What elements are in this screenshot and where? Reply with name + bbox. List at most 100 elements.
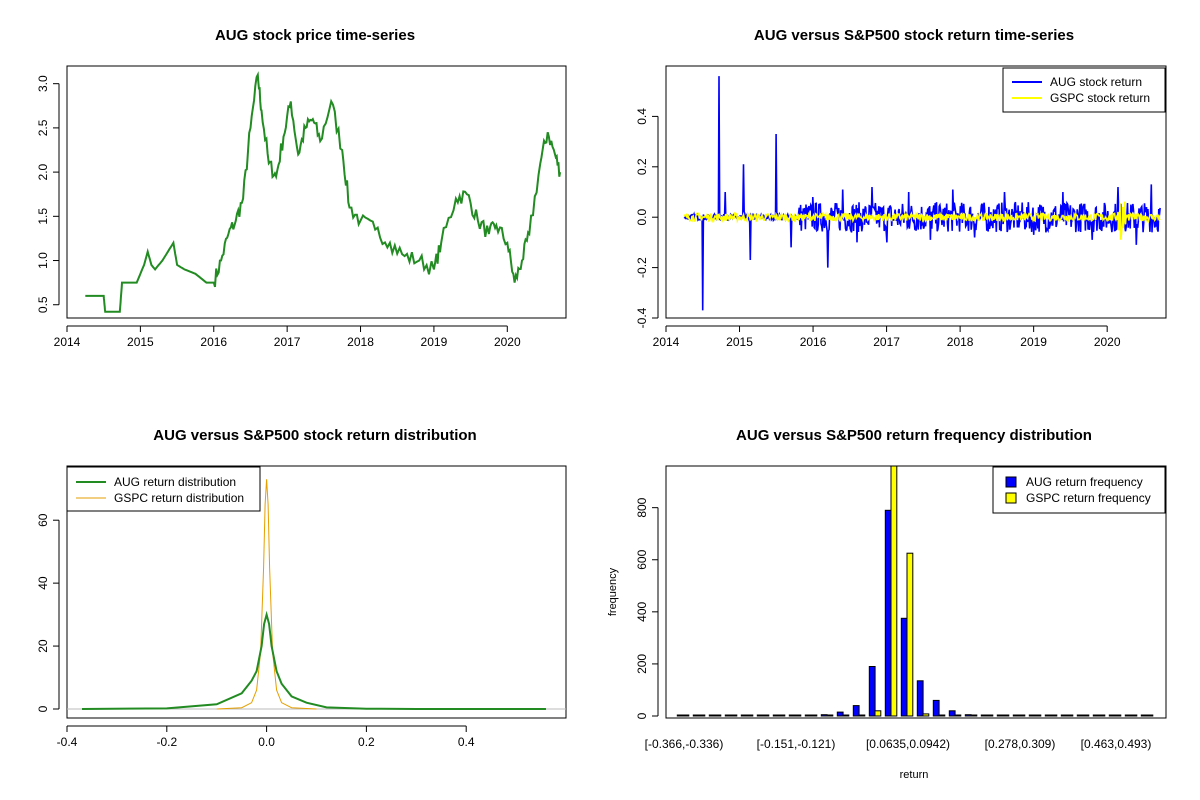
gspc-bar bbox=[698, 714, 706, 717]
y-tick-label: -0.4 bbox=[635, 307, 649, 328]
y-axis: 0.5 1.0 1.5 2.0 2.5 3.0 bbox=[36, 75, 60, 313]
y-tick-label: 3.0 bbox=[36, 75, 50, 92]
aug-bar bbox=[1044, 714, 1052, 717]
y-tick-label: 40 bbox=[36, 576, 50, 590]
plot-frame bbox=[66, 65, 567, 319]
y-tick-label: -0.2 bbox=[635, 257, 649, 278]
gspc-bar bbox=[874, 710, 882, 717]
x-tick-label: 2014 bbox=[54, 335, 81, 349]
aug-bar bbox=[1108, 714, 1116, 717]
aug-bar bbox=[964, 714, 972, 717]
y-tick-label: 0 bbox=[635, 712, 649, 719]
legend-label: GSPC return distribution bbox=[114, 491, 244, 505]
y-tick-label: 800 bbox=[635, 497, 649, 517]
gspc-bar bbox=[970, 714, 978, 717]
aug-bar bbox=[740, 714, 748, 717]
x-tick-label: -0.2 bbox=[156, 735, 177, 749]
plot-frame bbox=[665, 65, 1167, 319]
y-tick-label: 0 bbox=[36, 705, 50, 712]
y-tick-label: 2.5 bbox=[36, 119, 50, 136]
aug-bar bbox=[1060, 714, 1068, 717]
gspc-bar bbox=[986, 714, 994, 717]
aug-bar bbox=[916, 680, 924, 717]
aug-bar bbox=[884, 509, 892, 717]
aug-bar bbox=[788, 714, 796, 717]
x-tick-label: 2016 bbox=[800, 335, 827, 349]
gspc-bar bbox=[1130, 714, 1138, 717]
legend-box bbox=[1002, 67, 1166, 113]
gspc-bar bbox=[1018, 714, 1026, 717]
gspc-bar bbox=[1050, 714, 1058, 717]
chart-title: AUG versus S&P500 stock return distribut… bbox=[153, 427, 476, 444]
legend-swatch-aug bbox=[1005, 476, 1017, 488]
y-tick-label: 1.0 bbox=[36, 252, 50, 269]
legend-label: GSPC return frequency bbox=[1026, 491, 1151, 505]
y-tick-label: 400 bbox=[635, 602, 649, 622]
legend: AUG stock return GSPC stock return bbox=[1002, 67, 1166, 113]
x-tick-label: [0.463,0.493) bbox=[1081, 737, 1152, 751]
gspc-bar bbox=[1002, 714, 1010, 717]
aug-bar bbox=[724, 714, 732, 717]
y-axis: 0 20 40 60 bbox=[36, 513, 60, 712]
aug-bar bbox=[1028, 714, 1036, 717]
y-axis-title: frequency bbox=[607, 567, 619, 616]
x-tick-label: [-0.151,-0.121) bbox=[757, 737, 836, 751]
plot-frame bbox=[66, 465, 567, 719]
aug-bar bbox=[676, 714, 684, 717]
gspc-bar bbox=[714, 714, 722, 717]
panel-return-timeseries: AUG versus S&P500 stock return time-seri… bbox=[635, 27, 1167, 349]
x-axis: 2014 2015 2016 2017 2018 2019 2020 bbox=[54, 325, 521, 349]
x-tick-label: 2019 bbox=[421, 335, 448, 349]
x-tick-label: [0.0635,0.0942) bbox=[866, 737, 950, 751]
panel-price-timeseries: AUG stock price time-series 2014 2015 2016… bbox=[36, 27, 567, 349]
aug-density-line bbox=[81, 610, 546, 710]
gspc-bar bbox=[810, 714, 818, 717]
gspc-bar bbox=[826, 714, 834, 717]
gspc-bar bbox=[1146, 714, 1154, 717]
legend-label: AUG return frequency bbox=[1026, 475, 1143, 489]
gspc-bar bbox=[794, 714, 802, 717]
x-tick-label: 2017 bbox=[274, 335, 301, 349]
aug-bar bbox=[1124, 714, 1132, 717]
aug-bar bbox=[1012, 714, 1020, 717]
chart-title: AUG versus S&P500 stock return time-seri… bbox=[754, 27, 1074, 44]
panel-return-density: AUG versus S&P500 stock return distribut… bbox=[36, 427, 567, 749]
chart-title: AUG versus S&P500 return frequency distr… bbox=[736, 427, 1092, 444]
gspc-bar bbox=[730, 714, 738, 717]
gspc-density-line bbox=[216, 479, 317, 710]
x-tick-label: -0.4 bbox=[57, 735, 78, 749]
x-tick-label: 2019 bbox=[1020, 335, 1047, 349]
y-tick-label: 2.0 bbox=[36, 163, 50, 180]
x-axis-title: return bbox=[900, 769, 929, 781]
y-tick-label: 60 bbox=[36, 513, 50, 527]
y-tick-label: 0.0 bbox=[635, 209, 649, 226]
gspc-bar bbox=[762, 714, 770, 717]
x-tick-label: [0.278,0.309) bbox=[985, 737, 1056, 751]
x-tick-label: 2020 bbox=[1094, 335, 1121, 349]
x-axis: -0.4 -0.2 0.0 0.2 0.4 bbox=[57, 725, 475, 749]
aug-bar bbox=[1140, 714, 1148, 717]
y-axis: 0 200 400 600 800 bbox=[635, 497, 659, 719]
x-tick-label: 0.4 bbox=[458, 735, 475, 749]
aug-bar bbox=[708, 714, 716, 717]
aug-bar bbox=[772, 714, 780, 717]
x-tick-label: 0.0 bbox=[258, 735, 275, 749]
gspc-bar bbox=[1066, 714, 1074, 717]
gspc-bar bbox=[746, 714, 754, 717]
legend-label: AUG return distribution bbox=[114, 475, 236, 489]
plot-frame bbox=[665, 465, 1167, 719]
gspc-bar bbox=[954, 714, 962, 717]
x-tick-label: 2020 bbox=[494, 335, 521, 349]
gspc-bar bbox=[1034, 714, 1042, 717]
aug-bar bbox=[900, 617, 908, 717]
aug-bar bbox=[868, 666, 876, 717]
y-tick-label: 200 bbox=[635, 654, 649, 674]
x-tick-label: 2015 bbox=[127, 335, 154, 349]
legend: AUG return frequency GSPC return frequen… bbox=[992, 466, 1166, 514]
x-axis: 2014 2015 2016 2017 2018 2019 2020 bbox=[653, 325, 1121, 349]
y-tick-label: 0.4 bbox=[635, 108, 649, 125]
aug-bar bbox=[996, 714, 1004, 717]
legend-box bbox=[992, 466, 1166, 514]
x-tick-label: 2018 bbox=[947, 335, 974, 349]
aug-price-line bbox=[85, 71, 562, 313]
